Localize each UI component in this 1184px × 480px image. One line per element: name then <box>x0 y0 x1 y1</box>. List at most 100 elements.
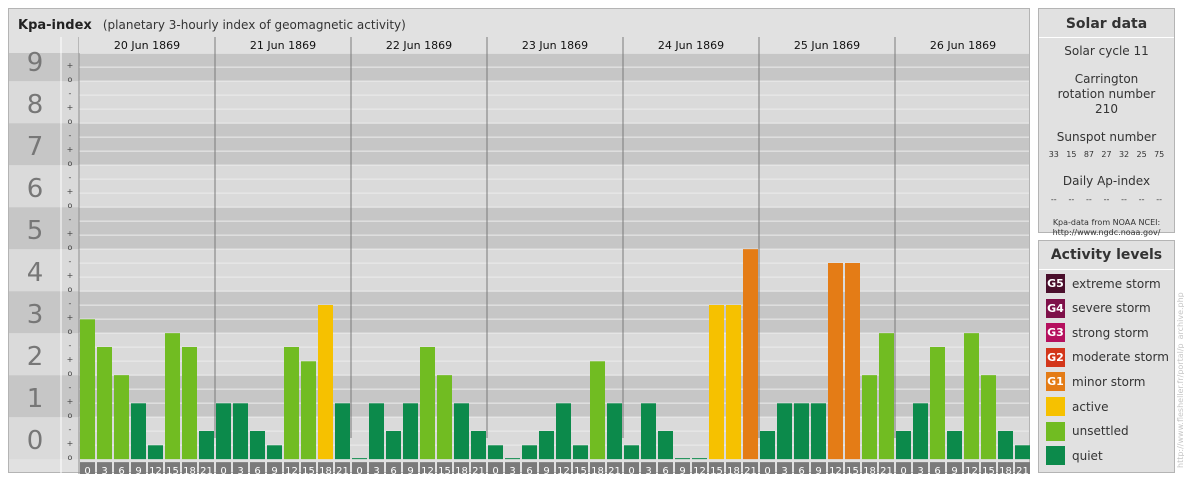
y-tick-label: 6 <box>27 174 44 204</box>
interval-cell <box>607 462 622 474</box>
kp-bar <box>403 403 418 460</box>
interval-start-label: 18 <box>591 466 604 474</box>
kp-bar <box>658 431 673 460</box>
kp-bar <box>760 431 775 460</box>
kp-bar <box>794 403 809 460</box>
kp-bar <box>199 431 214 460</box>
kp-bar <box>80 319 95 460</box>
level-label: severe storm <box>1072 301 1151 316</box>
day-label: 20 Jun 1869 <box>114 39 180 52</box>
kp-bar <box>437 375 452 460</box>
interval-cell <box>675 462 690 474</box>
kp-bar <box>165 333 180 460</box>
kp-bar <box>471 431 486 460</box>
band-4 <box>9 249 1029 292</box>
interval-cell <box>794 462 809 474</box>
ap-value: -- <box>1121 195 1127 204</box>
ap-values: -- -- -- -- -- -- -- <box>1039 195 1174 204</box>
kp-bar <box>743 249 758 460</box>
interval-cell <box>335 462 350 474</box>
y-tick-label: 8 <box>27 90 44 120</box>
interval-cell <box>131 462 146 474</box>
interval-start-label: 21 <box>1016 466 1029 474</box>
interval-cell <box>182 462 197 474</box>
y-subtick-label: o <box>68 243 73 252</box>
interval-cell <box>998 462 1013 474</box>
level-item: G1 minor storm <box>1046 372 1145 392</box>
chart-title: Kpa-index (planetary 3-hourly index of g… <box>18 14 406 34</box>
kp-bar <box>981 375 996 460</box>
y-subtick-label: + <box>67 355 74 364</box>
interval-cell <box>913 462 928 474</box>
interval-cell <box>573 462 588 474</box>
interval-start-label: 6 <box>118 466 124 474</box>
interval-cell <box>471 462 486 474</box>
interval-start-label: 15 <box>574 466 587 474</box>
kp-bar <box>709 305 724 460</box>
kp-bar <box>318 305 333 460</box>
level-label: moderate storm <box>1072 350 1169 365</box>
kp-bar <box>675 458 690 460</box>
day-label: 23 Jun 1869 <box>522 39 588 52</box>
sunspot-number: 15 <box>1066 150 1077 159</box>
kp-bar <box>879 333 894 460</box>
interval-cell <box>828 462 843 474</box>
ap-heading: Daily Ap-index <box>1062 174 1151 188</box>
y-tick-label: 2 <box>27 342 44 372</box>
y-subtick-label: + <box>67 271 74 280</box>
kp-bar <box>777 403 792 460</box>
kp-bar <box>964 333 979 460</box>
interval-start-label: 21 <box>472 466 485 474</box>
y-subtick-label: - <box>69 341 72 350</box>
interval-cell <box>80 462 95 474</box>
kp-bar <box>284 347 299 460</box>
interval-cell <box>556 462 571 474</box>
sunspot-numbers: 33 15 87 27 32 25 75 <box>1039 150 1174 159</box>
interval-start-label: 12 <box>829 466 842 474</box>
day-header-row <box>79 37 1029 53</box>
level-swatch <box>1046 397 1065 416</box>
interval-cell <box>709 462 724 474</box>
interval-cell <box>981 462 996 474</box>
interval-cell <box>284 462 299 474</box>
kp-bar <box>369 403 384 460</box>
interval-start-label: 18 <box>999 466 1012 474</box>
y-subtick-label: + <box>67 229 74 238</box>
level-label: strong storm <box>1072 325 1149 340</box>
interval-cell <box>420 462 435 474</box>
interval-cell <box>964 462 979 474</box>
interval-start-label: 6 <box>934 466 940 474</box>
interval-cell <box>199 462 214 474</box>
band-6 <box>9 165 1029 208</box>
kp-bar <box>454 403 469 460</box>
y-subtick-label: + <box>67 145 74 154</box>
sunspot-number: 75 <box>1154 150 1165 159</box>
interval-cell <box>947 462 962 474</box>
level-item: unsettled <box>1046 421 1129 441</box>
interval-cell <box>114 462 129 474</box>
level-item: quiet <box>1046 446 1103 466</box>
activity-levels-heading: Activity levels <box>1050 247 1163 263</box>
interval-cell <box>233 462 248 474</box>
y-subtick-label: o <box>68 369 73 378</box>
kp-bar <box>590 361 605 460</box>
band-2 <box>9 333 1029 376</box>
kp-bar <box>352 458 367 460</box>
kp-bar <box>692 458 707 460</box>
interval-start-label: 12 <box>285 466 298 474</box>
y-subtick-label: - <box>69 173 72 182</box>
interval-start-label: 3 <box>917 466 923 474</box>
level-swatch: G2 <box>1046 347 1065 367</box>
kpa-bar-chart: 0123456789o+-o+-o+-o+-o+-o+-o+-o+-o+-o+2… <box>9 37 1030 474</box>
y-tick-label: 9 <box>27 48 44 78</box>
interval-start-label: 12 <box>149 466 162 474</box>
kp-bar <box>301 361 316 460</box>
interval-start-label: 21 <box>880 466 893 474</box>
chart-subtitle: (planetary 3-hourly index of geomagnetic… <box>102 18 406 32</box>
level-item: G2 moderate storm <box>1046 347 1169 367</box>
day-label: 22 Jun 1869 <box>386 39 452 52</box>
kp-bar <box>726 305 741 460</box>
kp-bar <box>947 431 962 460</box>
sunspot-number: 25 <box>1136 150 1147 159</box>
band-8 <box>9 81 1029 124</box>
